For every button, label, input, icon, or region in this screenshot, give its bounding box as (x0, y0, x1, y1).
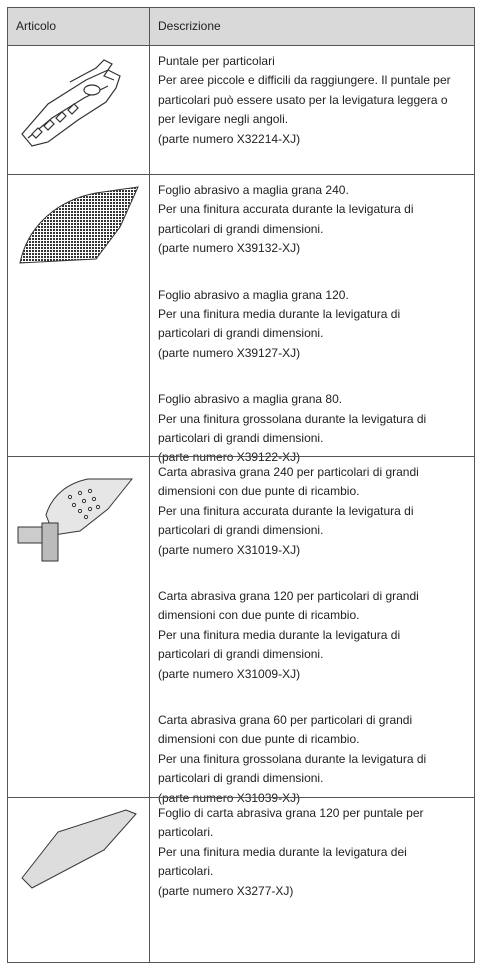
description-cell: Foglio abrasivo a maglia grana 240. Per u… (150, 175, 474, 464)
text-line: (parte numero X39127-XJ) (158, 345, 301, 360)
text-line: particolari. (158, 864, 214, 879)
text-line: (parte numero X31009-XJ) (158, 666, 301, 681)
text-line: Per una finitura grossolana durante la l… (158, 411, 427, 426)
text-line: (parte numero X3277-XJ) (158, 883, 294, 898)
text-line: particolari di grandi dimensioni. (158, 326, 324, 341)
description-cell: Puntale per particolari Per aree piccole … (150, 46, 474, 174)
sandpaper-icon (17, 478, 134, 562)
table-row: Carta abrasiva grana 240 per particolari… (7, 456, 475, 805)
detail-tip-icon (21, 59, 121, 147)
text-line: Carta abrasiva grana 60 per particolari … (158, 713, 413, 728)
text-line: (parte numero X39132-XJ) (158, 241, 301, 256)
tip-sandpaper-icon (21, 809, 137, 889)
text-line: Carta abrasiva grana 120 per particolari… (158, 589, 419, 604)
paragraph: Foglio di carta abrasiva grana 120 per p… (158, 804, 466, 901)
table-row: Foglio abrasivo a maglia grana 240. Per u… (7, 174, 475, 464)
text-line: Per una finitura media durante la leviga… (158, 307, 401, 322)
paragraph: Carta abrasiva grana 120 per particolari… (158, 587, 466, 684)
text-line: Per una finitura accurata durante la lev… (158, 503, 414, 518)
text-line: per levigare negli angoli. (158, 112, 289, 127)
text-line: (parte numero X32214-XJ) (158, 131, 301, 146)
text-line: Per una finitura media durante la leviga… (158, 627, 401, 642)
mesh-sheet-icon (19, 186, 139, 264)
text-line: Carta abrasiva grana 240 per particolari… (158, 465, 419, 479)
text-line: Foglio abrasivo a maglia grana 120. (158, 287, 349, 302)
header-text: Articolo (16, 19, 57, 33)
text-line: particolari. (158, 825, 214, 840)
header-cell: Articolo (8, 8, 150, 45)
table-row: Puntale per particolari Per aree piccole … (7, 45, 475, 175)
image-cell (8, 175, 150, 456)
paragraph: Foglio abrasivo a maglia grana 240. Per u… (158, 181, 466, 259)
text-line: Per una finitura media durante la leviga… (158, 844, 407, 859)
image-cell (8, 457, 150, 797)
paragraph: Foglio abrasivo a maglia grana 80. Per un… (158, 390, 466, 468)
text-line: Per una finitura accurata durante la lev… (158, 202, 414, 217)
table-row: Foglio di carta abrasiva grana 120 per p… (7, 797, 475, 963)
paragraph: Puntale per particolari Per aree piccole … (158, 52, 466, 149)
image-cell (8, 46, 150, 174)
text-line: Per una finitura grossolana durante la l… (158, 751, 427, 766)
paragraph: Carta abrasiva grana 60 per particolari … (158, 711, 466, 808)
text-line: dimensioni con due punte di ricambio. (158, 484, 360, 499)
header-cell: Descrizione (150, 8, 474, 45)
header-text: Descrizione (158, 19, 221, 33)
text-line: particolari di grandi dimensioni. (158, 647, 324, 662)
text-line: (parte numero X31019-XJ) (158, 542, 301, 557)
text-line: particolari di grandi dimensioni. (158, 771, 324, 786)
paragraph: Carta abrasiva grana 240 per particolari… (158, 463, 466, 560)
image-cell (8, 798, 150, 962)
text-line: Foglio abrasivo a maglia grana 80. (158, 392, 343, 407)
text-line: particolari di grandi dimensioni. (158, 431, 324, 446)
description-cell: Carta abrasiva grana 240 per particolari… (150, 457, 474, 805)
description-cell: Foglio di carta abrasiva grana 120 per p… (150, 798, 474, 962)
text-line: particolari di grandi dimensioni. (158, 221, 324, 236)
text-line: particolari di grandi dimensioni. (158, 523, 324, 538)
text-line: Puntale per particolari (158, 54, 275, 68)
text-line: dimensioni con due punte di ricambio. (158, 732, 360, 747)
text-line: Foglio abrasivo a maglia grana 240. (158, 183, 349, 197)
text-line: particolari può essere usato per la levi… (158, 92, 448, 107)
text-line: (parte numero X39122-XJ) (158, 450, 301, 465)
text-line: Per aree piccole e difficili da raggiung… (158, 73, 451, 88)
paragraph: Foglio abrasivo a maglia grana 120. Per u… (158, 286, 466, 364)
header-row: Articolo Descrizione (7, 7, 475, 46)
text-line: Foglio di carta abrasiva grana 120 per p… (158, 806, 424, 820)
text-line: dimensioni con due punte di ricambio. (158, 608, 360, 623)
